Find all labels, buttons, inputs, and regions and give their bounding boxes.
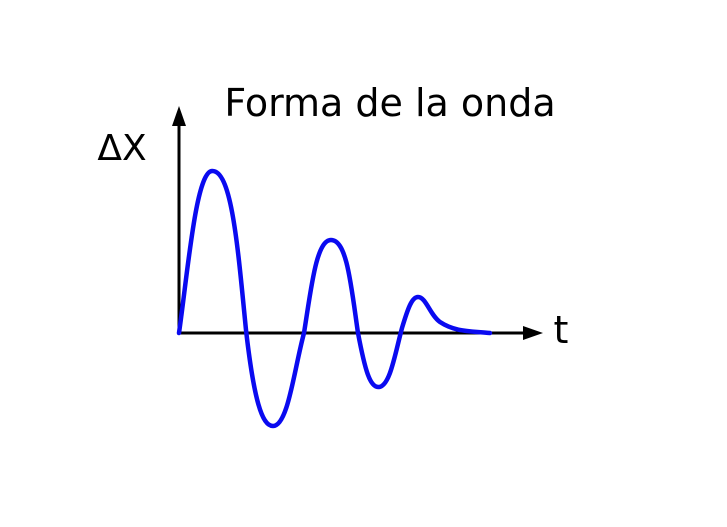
diagram-title: Forma de la onda — [224, 81, 555, 125]
y-axis-label: ΔX — [97, 128, 146, 169]
x-axis-label: t — [554, 308, 569, 352]
y-axis-arrowhead — [172, 106, 186, 126]
damped-wave-curve — [176, 168, 493, 429]
x-axis-arrowhead — [523, 326, 543, 340]
